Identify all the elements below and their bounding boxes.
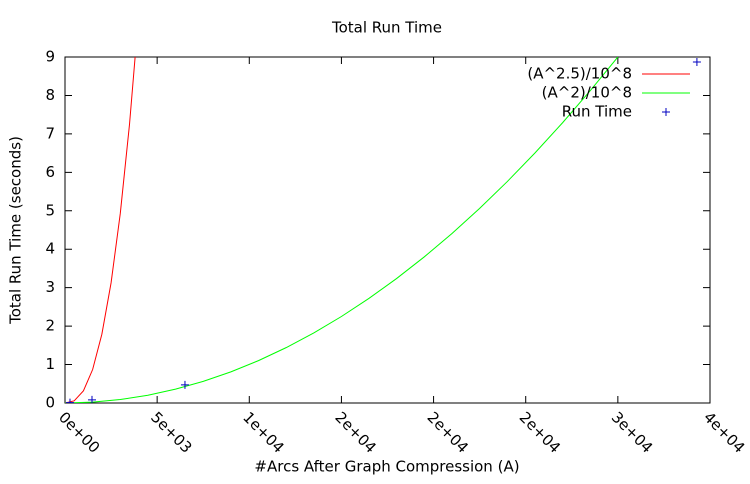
plot-frame bbox=[64, 56, 711, 404]
y-tick-label: 5 bbox=[45, 201, 55, 219]
legend-marker bbox=[662, 108, 670, 116]
plot-area bbox=[65, 57, 701, 403]
point bbox=[692, 57, 701, 66]
x-tick-label: 5e+03 bbox=[147, 408, 195, 456]
y-tick-label: 2 bbox=[45, 317, 55, 335]
line bbox=[65, 57, 619, 403]
y-tick-label: 7 bbox=[45, 124, 55, 142]
chart-title: Total Run Time bbox=[331, 19, 442, 37]
x-tick-label: 4e+04 bbox=[700, 408, 748, 456]
legend-label: (A^2)/10^8 bbox=[542, 84, 632, 102]
x-tick-label: 2e+04 bbox=[331, 408, 379, 456]
point bbox=[87, 395, 96, 403]
line bbox=[65, 57, 136, 403]
y-tick-label: 6 bbox=[45, 163, 55, 181]
y-tick-label: 4 bbox=[45, 240, 55, 258]
point bbox=[65, 398, 74, 403]
x-tick-label: 2e+04 bbox=[516, 408, 564, 456]
y-tick-label: 3 bbox=[45, 278, 55, 296]
x-tick-label: 2e+04 bbox=[424, 408, 472, 456]
y-tick-label: 1 bbox=[45, 355, 55, 373]
y-tick-label: 9 bbox=[45, 48, 55, 66]
x-axis-label: #Arcs After Graph Compression (A) bbox=[254, 458, 519, 476]
x-tick-label: 0e+00 bbox=[55, 408, 103, 456]
legend-label: Run Time bbox=[562, 103, 632, 121]
x-tick-label: 1e+04 bbox=[239, 408, 287, 456]
y-axis-label: Total Run Time (seconds) bbox=[7, 136, 25, 325]
y-tick-label: 8 bbox=[45, 86, 55, 104]
x-tick-label: 3e+04 bbox=[608, 408, 656, 456]
y-tick-label: 0 bbox=[45, 394, 55, 412]
point bbox=[180, 380, 189, 389]
legend-label: (A^2.5)/10^8 bbox=[527, 65, 632, 83]
